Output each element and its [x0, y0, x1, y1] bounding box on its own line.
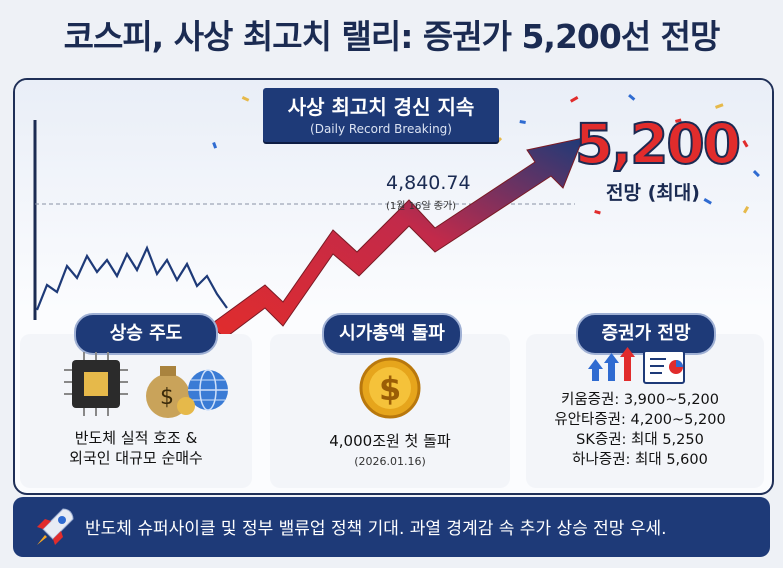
- card3-icons: [588, 347, 685, 384]
- card1-text: 반도체 실적 호조 & 외국인 대규모 순매수: [20, 428, 252, 468]
- card1-icons: $: [64, 352, 228, 418]
- chip-icon: [64, 352, 128, 416]
- card-leading-factors: [20, 334, 252, 488]
- page-title: 코스피, 사상 최고치 랠리: 증권가 5,200선 전망: [63, 17, 721, 56]
- peak-value: 4,840.74: [386, 172, 471, 194]
- firm-yuanta: 유안타증권: 4,200~5,200: [554, 412, 726, 428]
- card1-line-1: 반도체 실적 호조 &: [74, 429, 198, 447]
- svg-text:$: $: [160, 385, 174, 410]
- report-icon: [643, 350, 685, 384]
- card-header-market-cap: 시가총액 돌파: [322, 313, 462, 355]
- card2-date: (2026.01.16): [354, 455, 426, 468]
- firm-hana: 하나증권: 최대 5,600: [572, 452, 708, 468]
- footer-banner: 반도체 슈퍼사이클 및 정부 밸류업 정책 기대. 과열 경계감 속 추가 상승…: [13, 497, 770, 557]
- target-label: 전망 (최대): [606, 182, 700, 204]
- dollar-coin-icon: $: [359, 357, 421, 419]
- record-banner: 사상 최고치 경신 지속 (Daily Record Breaking): [263, 88, 499, 142]
- globe-icon: [177, 369, 228, 415]
- card2-line-1: 4,000조원 첫 돌파: [329, 432, 451, 450]
- card1-line-2: 외국인 대규모 순매수: [69, 449, 203, 467]
- firm-sk: SK증권: 최대 5,250: [576, 432, 704, 448]
- history-line: [35, 245, 228, 311]
- rise-arrow: [209, 137, 584, 339]
- confetti: [212, 93, 760, 215]
- footer-text: 반도체 슈퍼사이클 및 정부 밸류업 정책 기대. 과열 경계감 속 추가 상승…: [85, 519, 667, 539]
- rocket-icon: [37, 508, 74, 545]
- card-header-leading: 상승 주도: [74, 313, 218, 355]
- banner-subtitle: (Daily Record Breaking): [310, 122, 452, 136]
- target-value: 5,200: [574, 111, 742, 177]
- peak-note: (1월 16일 종가): [386, 201, 457, 212]
- svg-text:$: $: [379, 370, 401, 408]
- firm-kiwoom: 키움증권: 3,900~5,200: [560, 392, 720, 408]
- banner-title: 사상 최고치 경신 지속: [287, 95, 475, 119]
- up-arrows-icon: [588, 347, 635, 381]
